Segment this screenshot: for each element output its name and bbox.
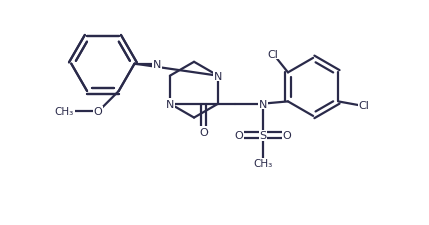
Text: Cl: Cl	[268, 50, 278, 59]
Text: Cl: Cl	[359, 101, 369, 111]
Text: O: O	[234, 131, 243, 141]
Text: N: N	[214, 71, 222, 81]
Text: CH₃: CH₃	[55, 107, 74, 117]
Text: N: N	[214, 71, 222, 81]
Text: CH₃: CH₃	[253, 158, 272, 168]
Text: N: N	[166, 99, 174, 109]
Text: N: N	[259, 99, 267, 109]
Text: CH₃: CH₃	[55, 107, 74, 117]
Text: O: O	[234, 131, 243, 141]
Text: O: O	[283, 131, 291, 141]
Text: O: O	[199, 127, 208, 137]
Text: O: O	[283, 131, 291, 141]
Text: Cl: Cl	[268, 50, 278, 59]
Text: S: S	[259, 131, 266, 141]
Text: O: O	[199, 127, 208, 137]
Text: N: N	[153, 59, 161, 69]
Text: N: N	[166, 99, 174, 109]
Text: CH₃: CH₃	[253, 158, 272, 168]
Text: N: N	[259, 99, 267, 109]
Text: O: O	[94, 107, 103, 117]
Text: S: S	[259, 131, 266, 141]
Text: O: O	[94, 107, 103, 117]
Text: Cl: Cl	[359, 101, 369, 111]
